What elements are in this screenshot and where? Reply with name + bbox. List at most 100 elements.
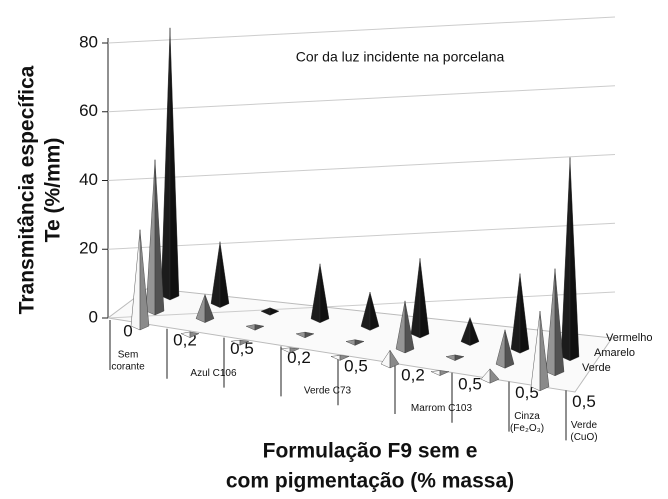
pyramid bbox=[310, 263, 330, 324]
pyramid-face bbox=[419, 258, 430, 339]
pyramid bbox=[495, 329, 515, 369]
pyramid bbox=[510, 273, 530, 354]
annotation: Cor da luz incidente na porcelana bbox=[296, 49, 505, 65]
pyramid-face bbox=[439, 370, 450, 376]
pyramid bbox=[245, 324, 265, 331]
pyramid bbox=[145, 159, 165, 316]
pyramid-face bbox=[510, 273, 521, 354]
pyramid-face bbox=[239, 339, 250, 346]
grid-line bbox=[107, 85, 616, 113]
x-tick-label: 0,5 bbox=[458, 374, 482, 393]
grid-line bbox=[107, 291, 616, 319]
pyramid-face bbox=[219, 241, 230, 308]
x-axis-label: com pigmentação (% massa) bbox=[226, 470, 514, 493]
x-tick-label: 0 bbox=[123, 321, 132, 340]
pyramid bbox=[130, 229, 150, 331]
y-tick-label: 60 bbox=[79, 101, 98, 120]
pyramid-face bbox=[410, 258, 421, 339]
pyramid-face bbox=[539, 311, 550, 392]
pyramid bbox=[210, 241, 230, 308]
pyramid-face bbox=[304, 331, 315, 339]
y-tick-label: 40 bbox=[79, 170, 98, 189]
pyramid-face bbox=[330, 355, 341, 361]
y-tick-label: 0 bbox=[89, 307, 98, 326]
group-label: Verde C73 bbox=[304, 385, 352, 396]
pyramid-face bbox=[519, 273, 530, 354]
x-tick-label: 0,2 bbox=[287, 348, 311, 367]
pyramid-face bbox=[310, 263, 321, 324]
pyramid-face bbox=[269, 307, 280, 316]
x-axis-label: Formulação F9 sem e bbox=[263, 440, 478, 463]
pyramid bbox=[330, 355, 350, 361]
pyramid bbox=[180, 331, 200, 338]
y-tick-label: 80 bbox=[79, 32, 98, 51]
pyramid bbox=[460, 317, 480, 346]
pyramid bbox=[280, 347, 300, 354]
pyramid-face bbox=[319, 263, 330, 324]
x-tick-label: 0,5 bbox=[572, 392, 596, 411]
pyramid bbox=[380, 349, 400, 369]
x-tick-label: 0,2 bbox=[401, 365, 425, 384]
group-label: Marrom C103 bbox=[411, 403, 473, 414]
pyramid bbox=[445, 354, 465, 361]
pyramid-face bbox=[404, 300, 415, 354]
pyramid-face bbox=[289, 347, 300, 354]
y-tick-label: 20 bbox=[79, 239, 98, 258]
pyramid-face bbox=[560, 157, 571, 362]
group-label: Azul C106 bbox=[190, 368, 237, 379]
pyramid bbox=[410, 258, 430, 339]
pyramid-face bbox=[454, 354, 465, 361]
pyramid bbox=[345, 339, 365, 346]
group-label: (CuO) bbox=[570, 432, 597, 443]
pyramid bbox=[430, 370, 450, 376]
pyramid bbox=[160, 27, 180, 301]
pyramid bbox=[560, 157, 580, 362]
pyramid-face bbox=[569, 157, 580, 362]
x-tick-label: 0,5 bbox=[344, 357, 368, 376]
pyramid-face bbox=[139, 229, 150, 331]
pyramid-face bbox=[189, 331, 200, 338]
pyramid-face bbox=[280, 347, 291, 354]
y-axis-label: Te (%/mm) bbox=[42, 138, 65, 243]
y-axis-label: Transmitância específica bbox=[16, 65, 39, 314]
group-label: (Fe₂O₃) bbox=[510, 423, 544, 434]
pyramid-face bbox=[154, 159, 165, 316]
pyramid-face bbox=[489, 368, 500, 384]
pyramid bbox=[530, 311, 550, 392]
grid-line bbox=[107, 222, 616, 250]
group-label: Sem bbox=[118, 350, 139, 361]
pyramid bbox=[360, 291, 380, 331]
group-label: Cinza bbox=[514, 411, 540, 422]
pyramid-face bbox=[389, 349, 400, 369]
pyramid-face bbox=[339, 355, 350, 361]
group-label: corante bbox=[111, 362, 145, 373]
pyramid-face bbox=[369, 291, 380, 331]
pyramid-face bbox=[210, 241, 221, 308]
legend-label: Vermelho bbox=[606, 332, 652, 344]
x-tick-label: 0,5 bbox=[230, 339, 254, 358]
pyramid-face bbox=[145, 159, 156, 316]
pyramid bbox=[480, 368, 500, 384]
legend-label: Verde bbox=[582, 362, 611, 374]
pyramid-face bbox=[504, 329, 515, 369]
grid-line bbox=[107, 16, 616, 44]
pyramid-face bbox=[554, 268, 565, 377]
grid-line bbox=[107, 154, 616, 181]
pyramid-face bbox=[430, 370, 441, 376]
pyramid-face bbox=[354, 339, 365, 346]
pyramid bbox=[545, 268, 565, 377]
pyramid-face bbox=[545, 268, 556, 377]
group-label: Verde bbox=[571, 420, 598, 431]
pyramid bbox=[395, 300, 415, 354]
pyramid bbox=[260, 307, 280, 316]
pyramid-face bbox=[130, 229, 141, 331]
pyramid-face bbox=[254, 324, 265, 331]
pyramid bbox=[195, 294, 215, 323]
pyramid bbox=[295, 331, 315, 339]
pyramid-face bbox=[204, 294, 215, 323]
pyramid-face bbox=[469, 317, 480, 346]
pyramid-face bbox=[169, 27, 180, 301]
legend-label: Amarelo bbox=[594, 347, 635, 359]
pyramid bbox=[230, 339, 250, 346]
